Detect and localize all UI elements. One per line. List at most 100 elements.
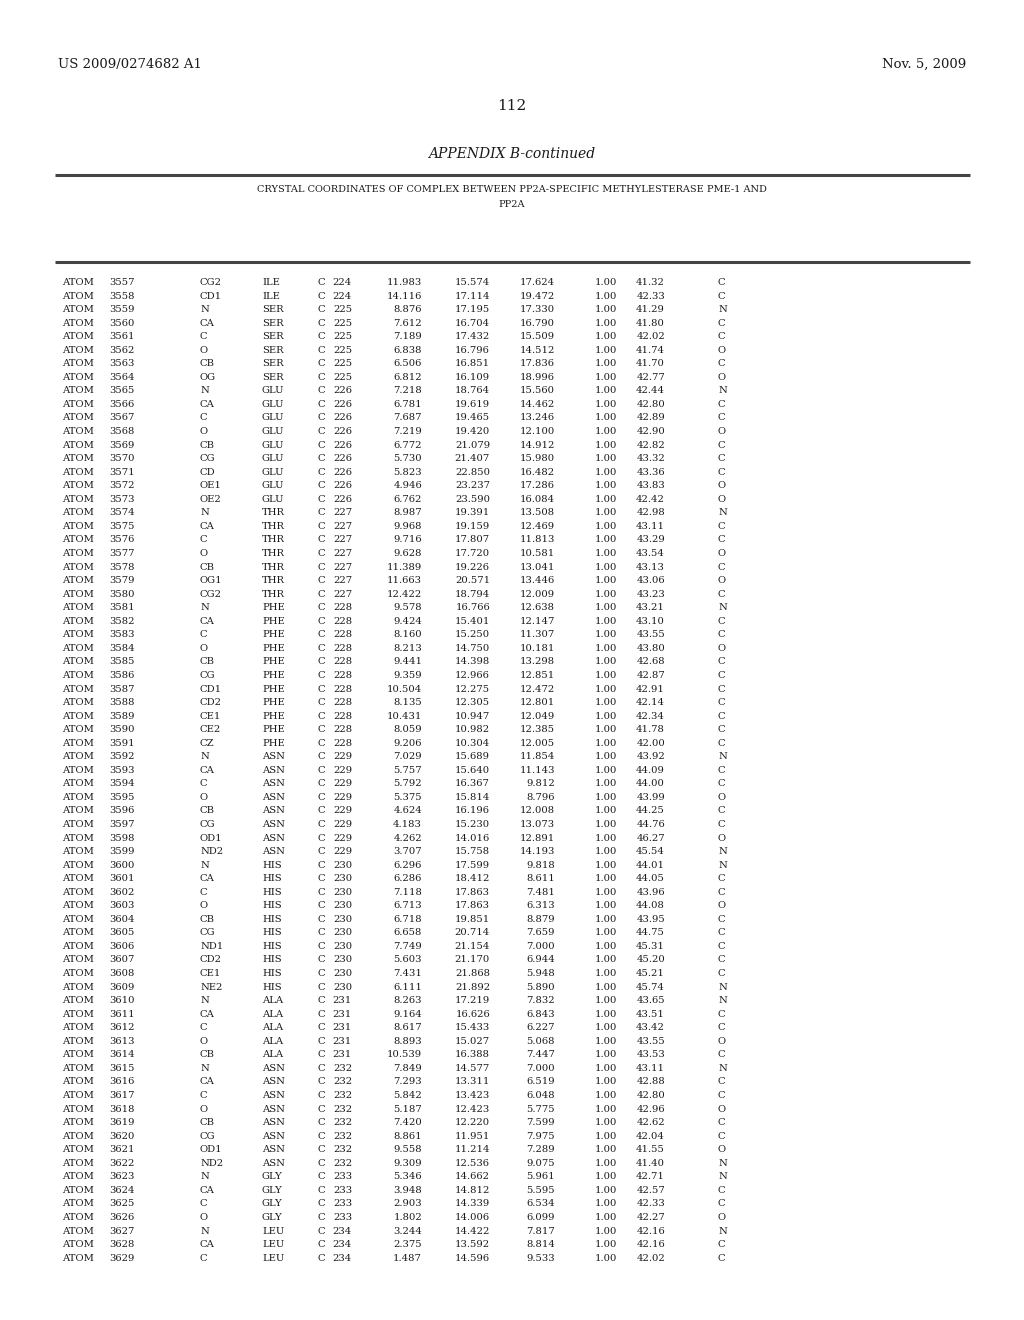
Text: C: C xyxy=(318,1105,326,1114)
Text: 8.263: 8.263 xyxy=(393,997,422,1005)
Text: 1.00: 1.00 xyxy=(595,1077,617,1086)
Text: 3582: 3582 xyxy=(110,616,135,626)
Text: 226: 226 xyxy=(333,441,352,450)
Text: 17.286: 17.286 xyxy=(520,482,555,490)
Text: N: N xyxy=(718,982,727,991)
Text: 12.305: 12.305 xyxy=(455,698,490,708)
Text: C: C xyxy=(318,766,326,775)
Text: 12.049: 12.049 xyxy=(520,711,555,721)
Text: 7.000: 7.000 xyxy=(526,1064,555,1073)
Text: C: C xyxy=(318,1051,326,1060)
Text: 1.00: 1.00 xyxy=(595,928,617,937)
Text: C: C xyxy=(318,833,326,842)
Text: 16.796: 16.796 xyxy=(455,346,490,355)
Text: ATOM: ATOM xyxy=(62,495,94,504)
Text: 228: 228 xyxy=(333,644,352,653)
Text: 226: 226 xyxy=(333,482,352,490)
Text: 227: 227 xyxy=(333,521,352,531)
Text: 227: 227 xyxy=(333,549,352,558)
Text: 43.54: 43.54 xyxy=(636,549,665,558)
Text: O: O xyxy=(718,833,726,842)
Text: 6.658: 6.658 xyxy=(393,928,422,937)
Text: 17.624: 17.624 xyxy=(520,279,555,286)
Text: ASN: ASN xyxy=(262,1131,285,1140)
Text: 3581: 3581 xyxy=(110,603,135,612)
Text: 42.42: 42.42 xyxy=(636,495,665,504)
Text: PHE: PHE xyxy=(262,616,285,626)
Text: C: C xyxy=(318,521,326,531)
Text: 3565: 3565 xyxy=(110,387,135,396)
Text: 3604: 3604 xyxy=(110,915,135,924)
Text: GLU: GLU xyxy=(262,387,285,396)
Text: ATOM: ATOM xyxy=(62,562,94,572)
Text: 5.890: 5.890 xyxy=(526,982,555,991)
Text: 6.843: 6.843 xyxy=(526,1010,555,1019)
Text: OG1: OG1 xyxy=(200,576,222,585)
Text: 12.100: 12.100 xyxy=(520,428,555,436)
Text: C: C xyxy=(318,441,326,450)
Text: ATOM: ATOM xyxy=(62,333,94,341)
Text: 45.54: 45.54 xyxy=(636,847,665,857)
Text: ATOM: ATOM xyxy=(62,603,94,612)
Text: 1.00: 1.00 xyxy=(595,725,617,734)
Text: PHE: PHE xyxy=(262,711,285,721)
Text: 3618: 3618 xyxy=(110,1105,135,1114)
Text: 1.00: 1.00 xyxy=(595,387,617,396)
Text: C: C xyxy=(318,1213,326,1222)
Text: ATOM: ATOM xyxy=(62,1239,94,1249)
Text: PHE: PHE xyxy=(262,657,285,667)
Text: 5.187: 5.187 xyxy=(393,1105,422,1114)
Text: O: O xyxy=(200,549,208,558)
Text: 42.34: 42.34 xyxy=(636,711,665,721)
Text: O: O xyxy=(718,372,726,381)
Text: 12.469: 12.469 xyxy=(520,521,555,531)
Text: 230: 230 xyxy=(333,969,352,978)
Text: C: C xyxy=(200,630,208,639)
Text: 16.790: 16.790 xyxy=(520,318,555,327)
Text: 13.508: 13.508 xyxy=(520,508,555,517)
Text: 1.00: 1.00 xyxy=(595,562,617,572)
Text: C: C xyxy=(200,413,208,422)
Text: C: C xyxy=(318,739,326,747)
Text: C: C xyxy=(318,292,326,301)
Text: 5.792: 5.792 xyxy=(393,779,422,788)
Text: 11.389: 11.389 xyxy=(387,562,422,572)
Text: C: C xyxy=(718,454,726,463)
Text: ASN: ASN xyxy=(262,1159,285,1168)
Text: 5.775: 5.775 xyxy=(526,1105,555,1114)
Text: N: N xyxy=(200,508,209,517)
Text: 42.16: 42.16 xyxy=(636,1226,665,1236)
Text: 12.009: 12.009 xyxy=(520,590,555,599)
Text: CD2: CD2 xyxy=(200,956,222,965)
Text: 230: 230 xyxy=(333,861,352,870)
Text: 1.00: 1.00 xyxy=(595,1036,617,1045)
Text: C: C xyxy=(718,820,726,829)
Text: PHE: PHE xyxy=(262,698,285,708)
Text: 3627: 3627 xyxy=(110,1226,135,1236)
Text: C: C xyxy=(718,292,726,301)
Text: C: C xyxy=(318,549,326,558)
Text: 2.903: 2.903 xyxy=(393,1200,422,1208)
Text: 3559: 3559 xyxy=(110,305,135,314)
Text: 4.183: 4.183 xyxy=(393,820,422,829)
Text: ATOM: ATOM xyxy=(62,1131,94,1140)
Text: 18.764: 18.764 xyxy=(455,387,490,396)
Text: 16.367: 16.367 xyxy=(455,779,490,788)
Text: 42.98: 42.98 xyxy=(636,508,665,517)
Text: 3602: 3602 xyxy=(110,888,135,896)
Text: 1.00: 1.00 xyxy=(595,482,617,490)
Text: C: C xyxy=(318,711,326,721)
Text: THR: THR xyxy=(262,549,285,558)
Text: CE1: CE1 xyxy=(200,711,221,721)
Text: 1.00: 1.00 xyxy=(595,1131,617,1140)
Text: ATOM: ATOM xyxy=(62,1226,94,1236)
Text: 3585: 3585 xyxy=(110,657,135,667)
Text: 42.33: 42.33 xyxy=(636,292,665,301)
Text: C: C xyxy=(200,1092,208,1100)
Text: 7.189: 7.189 xyxy=(393,333,422,341)
Text: 42.02: 42.02 xyxy=(636,1254,665,1263)
Text: 229: 229 xyxy=(333,793,352,801)
Text: 42.57: 42.57 xyxy=(636,1185,665,1195)
Text: O: O xyxy=(718,1036,726,1045)
Text: LEU: LEU xyxy=(262,1226,285,1236)
